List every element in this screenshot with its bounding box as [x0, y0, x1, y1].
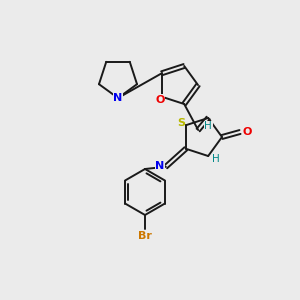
Text: H: H — [204, 121, 212, 131]
Text: S: S — [177, 118, 185, 128]
Text: H: H — [212, 154, 220, 164]
Text: N: N — [113, 93, 123, 103]
Text: O: O — [242, 127, 252, 137]
Text: N: N — [155, 161, 164, 171]
Text: Br: Br — [138, 231, 152, 241]
Text: O: O — [155, 95, 164, 105]
